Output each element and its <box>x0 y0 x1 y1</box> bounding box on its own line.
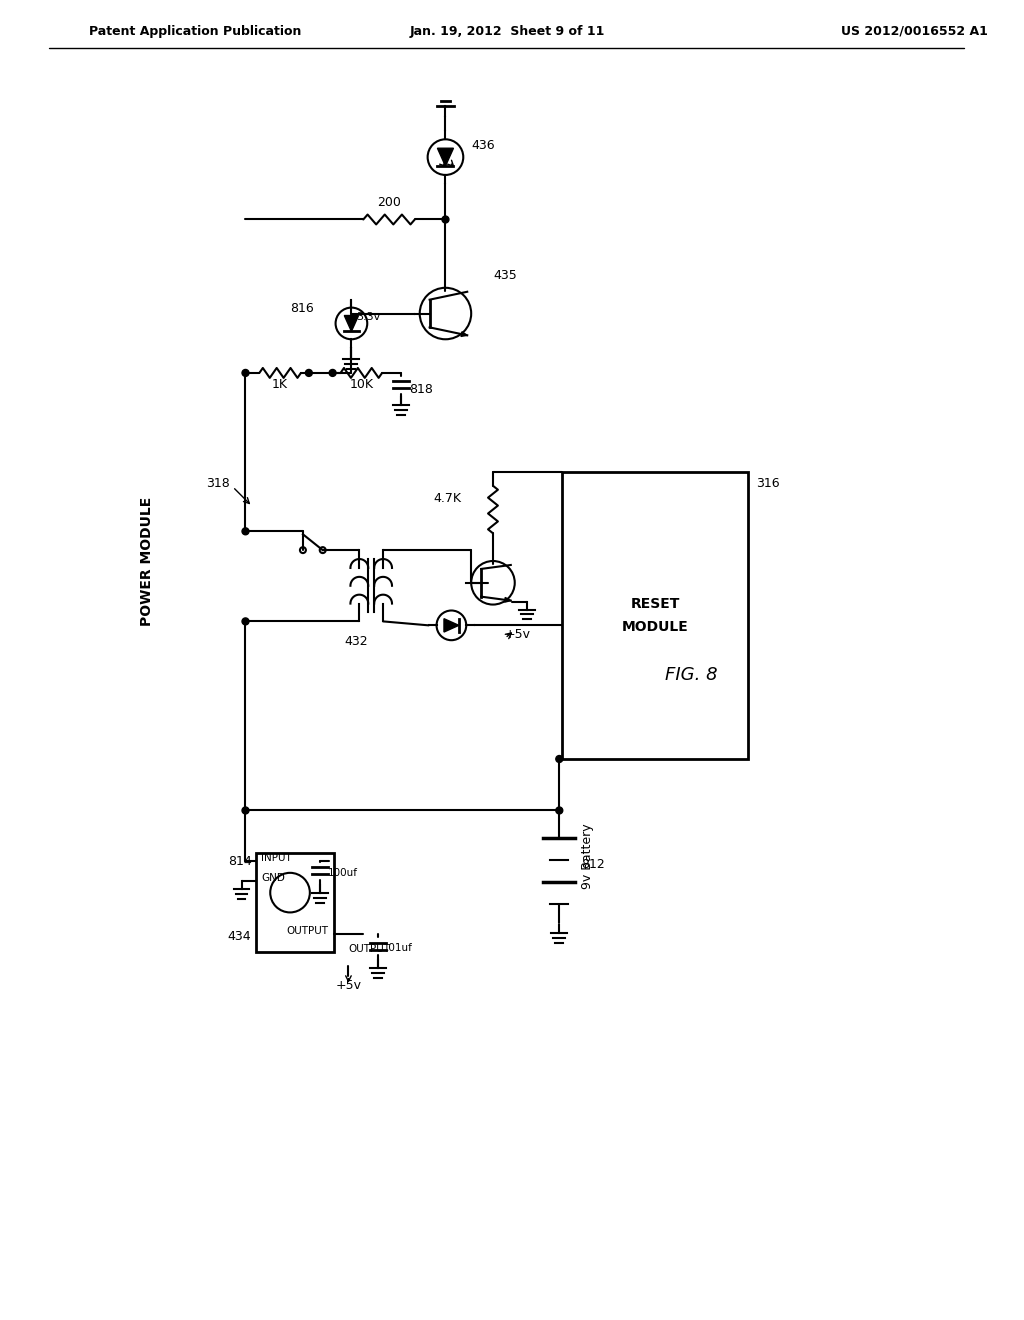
Text: 436: 436 <box>471 139 495 152</box>
Text: Jan. 19, 2012  Sheet 9 of 11: Jan. 19, 2012 Sheet 9 of 11 <box>410 25 604 38</box>
Text: POWER MODULE: POWER MODULE <box>139 496 154 626</box>
Text: GND: GND <box>261 873 286 883</box>
Text: 816: 816 <box>290 301 313 314</box>
Text: OUTPUT: OUTPUT <box>348 944 390 954</box>
Polygon shape <box>344 315 358 331</box>
Circle shape <box>242 807 249 814</box>
Text: FIG. 8: FIG. 8 <box>665 665 717 684</box>
Text: RESET: RESET <box>631 597 680 611</box>
Text: 316: 316 <box>757 477 780 490</box>
Text: 434: 434 <box>227 931 252 944</box>
Text: +5v: +5v <box>505 628 530 642</box>
Circle shape <box>242 618 249 624</box>
Text: 318: 318 <box>206 477 229 490</box>
Text: 3.3v: 3.3v <box>356 313 381 322</box>
Text: INPUT: INPUT <box>261 853 292 863</box>
Circle shape <box>242 370 249 376</box>
Text: 432: 432 <box>344 635 369 648</box>
Circle shape <box>556 755 563 763</box>
Text: MODULE: MODULE <box>622 620 689 635</box>
Text: .01uf: .01uf <box>386 942 413 953</box>
Text: 10K: 10K <box>349 378 374 391</box>
Text: 814: 814 <box>227 855 252 869</box>
Bar <box>256 853 334 952</box>
Text: 200: 200 <box>377 195 401 209</box>
Text: 9v Battery: 9v Battery <box>581 824 594 888</box>
Polygon shape <box>444 619 459 632</box>
Text: OUTPUT: OUTPUT <box>287 927 329 936</box>
Polygon shape <box>505 598 511 602</box>
Bar <box>562 473 749 759</box>
Circle shape <box>329 370 336 376</box>
Text: 4.7K: 4.7K <box>433 491 461 504</box>
Text: +5v: +5v <box>336 978 361 991</box>
Text: 435: 435 <box>493 269 517 282</box>
Polygon shape <box>461 331 467 337</box>
Polygon shape <box>437 148 454 166</box>
Text: 100uf: 100uf <box>328 867 357 878</box>
Text: Patent Application Publication: Patent Application Publication <box>89 25 301 38</box>
Circle shape <box>442 216 449 223</box>
Text: US 2012/0016552 A1: US 2012/0016552 A1 <box>842 25 988 38</box>
Text: 818: 818 <box>409 383 433 396</box>
Circle shape <box>242 528 249 535</box>
Circle shape <box>556 807 563 814</box>
Text: 812: 812 <box>581 858 605 871</box>
Circle shape <box>305 370 312 376</box>
Text: 1K: 1K <box>272 378 288 391</box>
